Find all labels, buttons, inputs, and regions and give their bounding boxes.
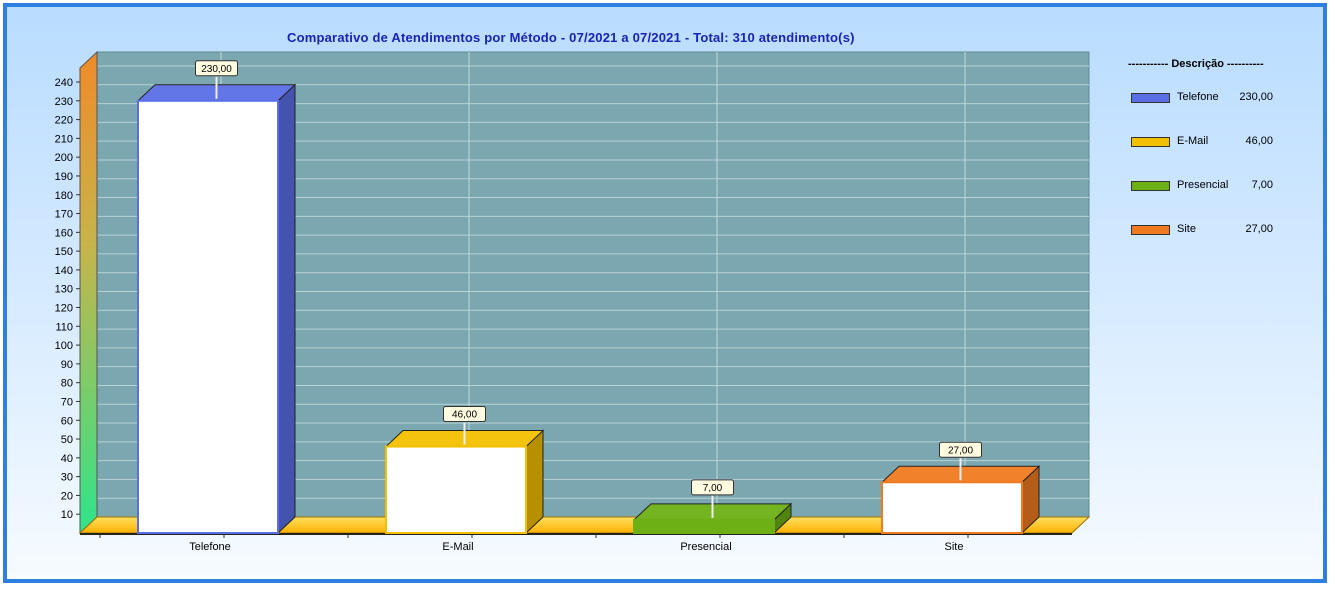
legend-item: Site 27,00	[1125, 223, 1285, 239]
legend-value: 46,00	[1245, 135, 1273, 147]
y-tick-label: 120	[55, 303, 73, 315]
y-tick-label: 180	[55, 190, 73, 202]
legend-label: Telefone	[1177, 91, 1219, 103]
bar-side	[525, 429, 544, 535]
bar	[633, 518, 775, 534]
x-tick-label: Telefone	[189, 541, 231, 553]
legend-label: Site	[1177, 223, 1196, 235]
y-tick-label: 60	[61, 415, 73, 427]
legend-item: E-Mail 46,00	[1125, 135, 1285, 151]
data-label-box	[195, 60, 238, 77]
y-tick-label: 150	[55, 246, 73, 258]
data-label-box	[443, 406, 486, 423]
y-tick-label: 160	[55, 227, 73, 239]
x-tick-label: E-Mail	[442, 541, 473, 553]
chart-title: Comparativo de Atendimentos por Método -…	[287, 30, 855, 45]
y-tick-label: 100	[55, 340, 73, 352]
bar	[385, 445, 527, 534]
legend-title: ----------- Descrição ----------	[1128, 58, 1264, 70]
y-tick-label: 70	[61, 396, 73, 408]
data-label-box	[939, 441, 982, 458]
legend: ----------- Descrição ---------- Telefon…	[1125, 58, 1285, 235]
y-tick-label: 80	[61, 378, 73, 390]
y-tick-label: 170	[55, 209, 73, 221]
data-label: 46,00	[452, 410, 477, 421]
legend-swatch	[1131, 225, 1170, 235]
legend-value: 7,00	[1251, 179, 1273, 191]
y-tick-label: 130	[55, 284, 73, 296]
legend-swatch	[1131, 181, 1170, 191]
y-axis-wall	[79, 50, 98, 535]
bar-side	[277, 83, 296, 535]
legend-item: Telefone 230,00	[1125, 91, 1285, 107]
y-tick-label: 200	[55, 152, 73, 164]
legend-item: Presencial 7,00	[1125, 179, 1285, 195]
bar	[137, 99, 279, 535]
legend-value: 27,00	[1245, 223, 1273, 235]
data-label: 230,00	[201, 64, 232, 75]
y-tick-label: 20	[61, 490, 73, 502]
y-tick-label: 240	[55, 77, 73, 89]
data-label: 27,00	[948, 445, 973, 456]
legend-label: Presencial	[1177, 179, 1229, 191]
y-tick-label: 10	[61, 509, 73, 521]
bar	[881, 481, 1023, 535]
y-tick-label: 90	[61, 359, 73, 371]
data-label: 7,00	[703, 483, 723, 494]
x-tick-label: Presencial	[680, 541, 731, 553]
y-tick-label: 210	[55, 133, 73, 145]
y-tick-label: 220	[55, 115, 73, 127]
y-tick-label: 190	[55, 171, 73, 183]
y-tick-label: 110	[55, 321, 73, 333]
legend-label: E-Mail	[1177, 135, 1209, 147]
data-label-box	[691, 479, 734, 496]
legend-value: 230,00	[1239, 91, 1273, 103]
y-tick-label: 140	[55, 265, 73, 277]
legend-swatch	[1131, 93, 1170, 103]
legend-swatch	[1131, 137, 1170, 147]
y-tick-label: 50	[61, 434, 73, 446]
x-tick-label: Site	[945, 541, 964, 553]
y-tick-label: 30	[61, 472, 73, 484]
y-tick-label: 230	[55, 96, 73, 108]
y-tick-label: 40	[61, 453, 73, 465]
